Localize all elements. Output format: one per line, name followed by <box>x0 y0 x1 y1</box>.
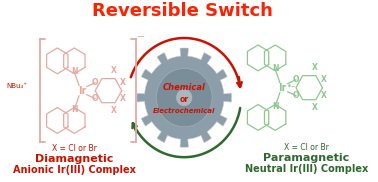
Text: X: X <box>312 63 318 72</box>
Circle shape <box>177 89 192 106</box>
Text: O: O <box>92 78 98 87</box>
Text: N: N <box>272 102 278 111</box>
Text: X = Cl or Br: X = Cl or Br <box>284 143 329 152</box>
Text: Ir: Ir <box>78 86 86 96</box>
Text: N: N <box>71 105 77 114</box>
Text: O: O <box>92 94 98 103</box>
Text: or: or <box>180 95 189 104</box>
Text: X: X <box>312 103 318 112</box>
Text: Chemical: Chemical <box>163 83 206 92</box>
Text: X: X <box>111 106 117 115</box>
Text: N: N <box>71 67 77 76</box>
Text: X: X <box>120 78 125 87</box>
Text: •–: •– <box>287 82 296 91</box>
Text: Diamagnetic: Diamagnetic <box>35 154 113 164</box>
Text: X: X <box>321 75 326 84</box>
Text: N: N <box>272 64 278 73</box>
Text: Paramagnetic: Paramagnetic <box>263 153 350 163</box>
Text: O: O <box>293 91 299 100</box>
Text: X = Cl or Br: X = Cl or Br <box>52 144 97 153</box>
Text: Ir: Ir <box>279 83 287 93</box>
Text: O: O <box>293 75 299 84</box>
Text: X: X <box>120 94 125 103</box>
Polygon shape <box>137 48 232 147</box>
Text: −: − <box>137 32 145 42</box>
Text: Anionic Ir(III) Complex: Anionic Ir(III) Complex <box>13 165 136 175</box>
Text: X: X <box>321 91 326 100</box>
Text: Neutral Ir(III) Complex: Neutral Ir(III) Complex <box>245 164 368 174</box>
Circle shape <box>156 68 212 127</box>
Text: X: X <box>111 66 117 75</box>
Text: NBu₄⁺: NBu₄⁺ <box>6 83 27 89</box>
Text: Electrochemical: Electrochemical <box>153 108 215 114</box>
Text: Reversible Switch: Reversible Switch <box>92 2 273 20</box>
